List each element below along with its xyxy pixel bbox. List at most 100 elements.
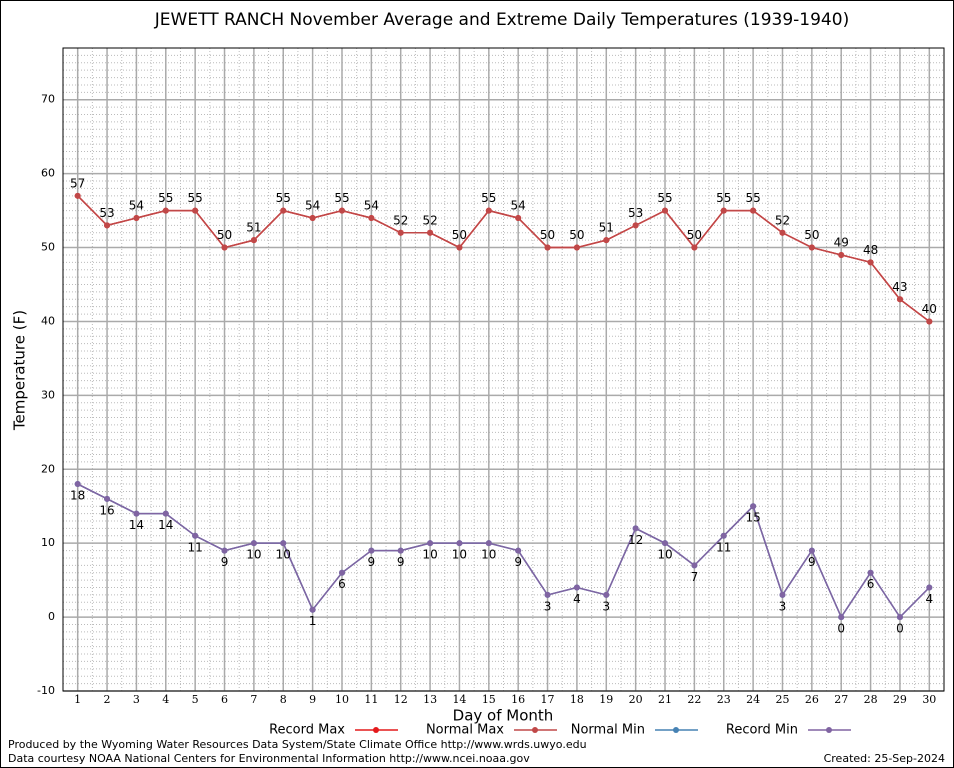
- point: [74, 481, 81, 488]
- data-label: 3: [602, 599, 610, 613]
- data-label: 40: [922, 302, 937, 316]
- point: [162, 510, 169, 517]
- x-tick-label: 19: [599, 693, 613, 706]
- data-label: 55: [188, 191, 203, 205]
- point: [456, 540, 463, 547]
- data-label: 49: [834, 235, 849, 249]
- point: [368, 547, 375, 554]
- footer: Produced by the Wyoming Water Resources …: [8, 738, 587, 751]
- point: [104, 222, 111, 229]
- data-label: 10: [422, 548, 437, 562]
- point: [691, 244, 698, 251]
- point: [74, 192, 81, 199]
- data-label: 11: [716, 540, 731, 554]
- point: [397, 547, 404, 554]
- data-label: 10: [276, 548, 291, 562]
- point: [309, 606, 316, 613]
- data-label: 14: [129, 518, 144, 532]
- x-tick-label: 12: [394, 693, 408, 706]
- point: [926, 318, 933, 325]
- data-label: 54: [364, 198, 379, 212]
- data-label: 55: [716, 191, 731, 205]
- footer: Created: 25-Sep-2024: [824, 752, 945, 765]
- data-label: 6: [338, 577, 346, 591]
- data-label: 55: [745, 191, 760, 205]
- point: [133, 510, 140, 517]
- data-label: 50: [540, 228, 555, 242]
- y-tick-label: 10: [41, 536, 55, 549]
- x-tick-label: 3: [133, 693, 140, 706]
- legend-swatch: [826, 727, 832, 733]
- point: [397, 229, 404, 236]
- legend-label: Normal Min: [571, 723, 645, 738]
- series-line: [77, 195, 930, 323]
- x-tick-label: 30: [922, 693, 936, 706]
- x-tick-label: 4: [162, 693, 169, 706]
- x-tick-label: 9: [309, 693, 316, 706]
- data-label: 0: [837, 622, 845, 636]
- point: [221, 244, 228, 251]
- data-label: 53: [99, 206, 114, 220]
- data-label: 1: [309, 614, 317, 628]
- point: [250, 540, 257, 547]
- data-label: 52: [393, 213, 408, 227]
- x-tick-label: 23: [717, 693, 731, 706]
- data-label: 10: [481, 548, 496, 562]
- point: [338, 569, 345, 576]
- x-tick-label: 15: [482, 693, 496, 706]
- point: [221, 547, 228, 554]
- point: [779, 591, 786, 598]
- data-label: 52: [775, 213, 790, 227]
- legend-swatch: [373, 727, 379, 733]
- point: [515, 547, 522, 554]
- x-tick-label: 27: [834, 693, 848, 706]
- point: [867, 259, 874, 266]
- y-tick-label: 40: [41, 314, 55, 327]
- point: [280, 207, 287, 214]
- data-label: 55: [334, 191, 349, 205]
- point: [926, 584, 933, 591]
- data-label: 6: [867, 577, 875, 591]
- x-tick-label: 6: [221, 693, 228, 706]
- data-label: 4: [925, 592, 933, 606]
- point: [662, 207, 669, 214]
- y-tick-label: 50: [41, 241, 55, 254]
- data-label: 3: [544, 599, 552, 613]
- point: [485, 540, 492, 547]
- point: [720, 532, 727, 539]
- data-label: 10: [657, 548, 672, 562]
- data-label: 9: [808, 555, 816, 569]
- data-label: 4: [573, 592, 581, 606]
- point: [485, 207, 492, 214]
- x-tick-label: 5: [192, 693, 199, 706]
- data-label: 53: [628, 206, 643, 220]
- plot-frame: [62, 47, 945, 692]
- point: [162, 207, 169, 214]
- x-tick-label: 2: [104, 693, 111, 706]
- x-tick-label: 28: [864, 693, 878, 706]
- x-tick-label: 11: [364, 693, 378, 706]
- data-label: 54: [305, 198, 320, 212]
- data-label: 16: [99, 503, 114, 517]
- point: [808, 244, 815, 251]
- point: [544, 244, 551, 251]
- data-label: 51: [246, 221, 261, 235]
- point: [632, 222, 639, 229]
- point: [808, 547, 815, 554]
- point: [309, 214, 316, 221]
- data-label: 9: [221, 555, 229, 569]
- point: [368, 214, 375, 221]
- data-label: 50: [687, 228, 702, 242]
- point: [515, 214, 522, 221]
- data-label: 10: [452, 548, 467, 562]
- data-label: 50: [569, 228, 584, 242]
- data-label: 50: [217, 228, 232, 242]
- data-label: 54: [511, 198, 526, 212]
- y-axis-label: Temperature (F): [11, 310, 29, 431]
- data-label: 3: [779, 599, 787, 613]
- x-tick-label: 29: [893, 693, 907, 706]
- x-tick-label: 25: [775, 693, 789, 706]
- point: [720, 207, 727, 214]
- data-label: 43: [892, 280, 907, 294]
